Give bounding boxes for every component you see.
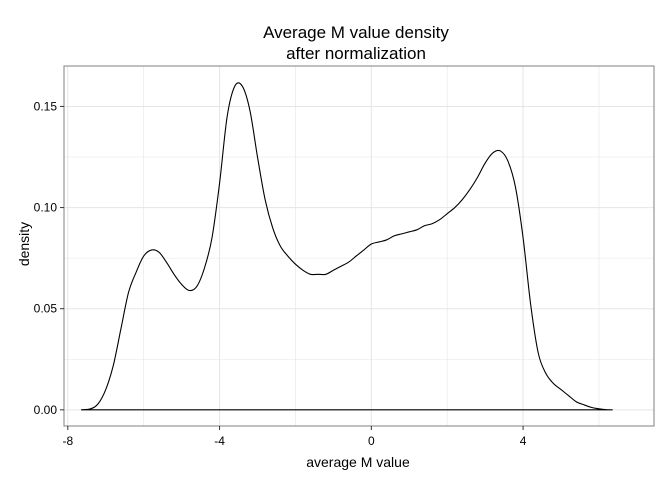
y-tick-label: 0.05	[34, 302, 58, 316]
y-tick-label: 0.15	[34, 99, 58, 113]
x-tick-label: 0	[368, 434, 375, 448]
x-tick-label: -8	[62, 434, 73, 448]
panel-border	[63, 65, 655, 427]
chart-title-line-1: Average M value density	[263, 23, 449, 42]
y-axis-title: density	[16, 222, 32, 266]
chart-title-line-2: after normalization	[286, 44, 426, 63]
axis-ticks: -8 -4 0 4 0.00 0.05 0.10 0.15	[34, 99, 527, 448]
y-tick-label: 0.10	[34, 201, 58, 215]
y-tick-label: 0.00	[34, 403, 58, 417]
x-tick-label: -4	[214, 434, 225, 448]
x-axis-title: average M value	[306, 454, 410, 470]
density-curve-0	[81, 82, 613, 411]
x-tick-label: 4	[520, 434, 527, 448]
data-layer	[81, 82, 613, 411]
